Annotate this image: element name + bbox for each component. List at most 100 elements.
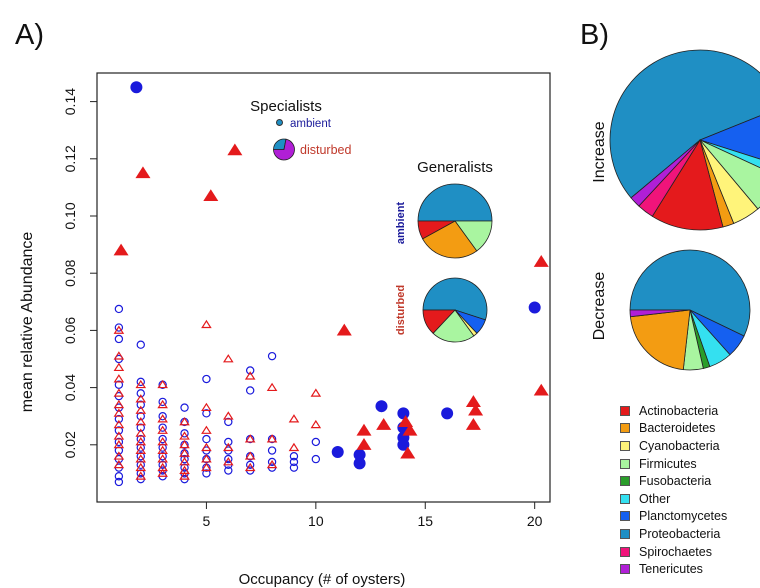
ambient-open-point (267, 446, 277, 455)
disturbed-filled-point (113, 243, 129, 256)
disturbed-open-point (157, 414, 168, 423)
ambient-open-point (180, 463, 189, 472)
disturbed-open-point (266, 382, 278, 392)
decrease-label: Decrease (591, 272, 608, 341)
disturbed-open-point (288, 414, 300, 423)
legend-item: Bacteroidetes (620, 420, 727, 438)
pie-slice-proteobacteria (422, 277, 488, 321)
pie-slice-firmicutes (432, 309, 475, 343)
disturbed-open-point (201, 402, 212, 412)
ambient-open-point (311, 454, 321, 464)
legend-item: Cyanobacteria (620, 437, 727, 455)
ambient-open-point (158, 443, 167, 452)
ambient-open-point (224, 466, 233, 475)
disturbed-open-point (113, 408, 125, 417)
disturbed-open-point (244, 451, 256, 460)
legend-item: Fusobacteria (620, 472, 727, 490)
disturbed-open-point (310, 388, 322, 397)
y-tick-label: 0.06 (62, 317, 78, 344)
ambient-open-point (202, 374, 211, 384)
ambient-open-point (136, 340, 145, 349)
ambient-open-point (114, 304, 124, 314)
legend-label: Actinobacteria (639, 403, 719, 418)
disturbed-open-point (157, 437, 168, 446)
ambient-open-point (180, 454, 189, 464)
disturbed-open-point (266, 459, 278, 469)
ambient-open-point (114, 334, 124, 344)
ambient-open-point (224, 437, 233, 447)
disturbed-open-point (135, 394, 147, 403)
disturbed-open-point (201, 442, 212, 452)
disturbed-open-point (266, 434, 278, 443)
disturbed-open-point (157, 399, 168, 409)
legend-swatch (620, 528, 630, 539)
ambient-open-point (136, 469, 145, 478)
generalists-title: Generalists (417, 159, 493, 176)
specialists-ambient-pie (276, 119, 283, 126)
disturbed-open-point (179, 471, 190, 480)
ambient-open-point (289, 457, 299, 467)
ambient-open-point (158, 412, 167, 421)
disturbed-open-point (113, 325, 125, 334)
disturbed-open-point (310, 419, 322, 429)
disturbed-open-point (244, 462, 256, 472)
ambient-filled-point (353, 448, 366, 461)
legend-label: Spirochaetes (639, 544, 712, 559)
ambient-open-point (245, 366, 255, 375)
disturbed-open-point (288, 442, 300, 452)
disturbed-filled-point (398, 415, 414, 427)
legend-item: Proteobacteria (620, 525, 727, 543)
ambient-open-point (114, 477, 124, 487)
disturbed-open-point (157, 425, 168, 434)
disturbed-open-point (179, 457, 190, 466)
pie-slice-actinobacteria (651, 139, 724, 231)
disturbed-open-point (135, 379, 147, 389)
disturbed-open-point (135, 417, 147, 426)
ambient-filled-point (331, 445, 344, 458)
panel-a-letter: A) (15, 19, 44, 51)
y-tick-label: 0.12 (62, 145, 78, 172)
ambient-open-point (180, 403, 189, 412)
increase-label: Increase (591, 121, 608, 182)
ambient-open-point (158, 452, 167, 461)
disturbed-filled-point (533, 383, 549, 396)
generalists-disturbed-pie (422, 277, 488, 343)
legend-swatch (620, 423, 630, 434)
decrease-pie (629, 249, 751, 371)
pie-slice-tenericutes (630, 139, 701, 207)
ambient-open-point (136, 400, 145, 409)
ambient-filled-point (130, 81, 143, 94)
ambient-open-point (289, 452, 299, 461)
disturbed-filled-point (227, 143, 243, 156)
panel-b-letter: B) (580, 19, 609, 51)
ambient-open-point (202, 434, 211, 444)
y-tick-label: 0.14 (62, 88, 78, 115)
legend-item: Planctomycetes (620, 508, 727, 526)
disturbed-open-point (113, 419, 125, 429)
disturbed-open-point (135, 471, 147, 480)
disturbed-open-point (135, 428, 147, 437)
ambient-filled-point (441, 407, 454, 420)
y-axis-label: mean relative Abundance (19, 232, 36, 413)
legend-label: Cyanobacteria (639, 438, 720, 453)
disturbed-open-point (113, 374, 125, 383)
legend-swatch (620, 458, 630, 469)
legend-swatch (620, 440, 630, 451)
ambient-filled-point (375, 400, 388, 413)
legend-swatch (620, 476, 630, 487)
ambient-filled-point (397, 438, 410, 451)
y-tick-label: 0.08 (62, 259, 78, 286)
specialists-disturbed-label: disturbed (300, 143, 351, 157)
legend-swatch (620, 405, 630, 416)
disturbed-filled-point (356, 423, 372, 436)
disturbed-open-point (223, 442, 234, 452)
ambient-open-point (289, 463, 299, 472)
specialists-ambient-label: ambient (290, 118, 332, 130)
pie-slice-actinobacteria (417, 220, 456, 240)
x-tick-label: 15 (417, 513, 433, 529)
phylum-legend: Actinobacteria Bacteroidetes Cyanobacter… (620, 402, 727, 578)
legend-item: Other (620, 490, 727, 508)
disturbed-open-point (157, 454, 168, 463)
legend-item: Spirochaetes (620, 543, 727, 561)
pie-slice-proteobacteria (417, 183, 493, 222)
